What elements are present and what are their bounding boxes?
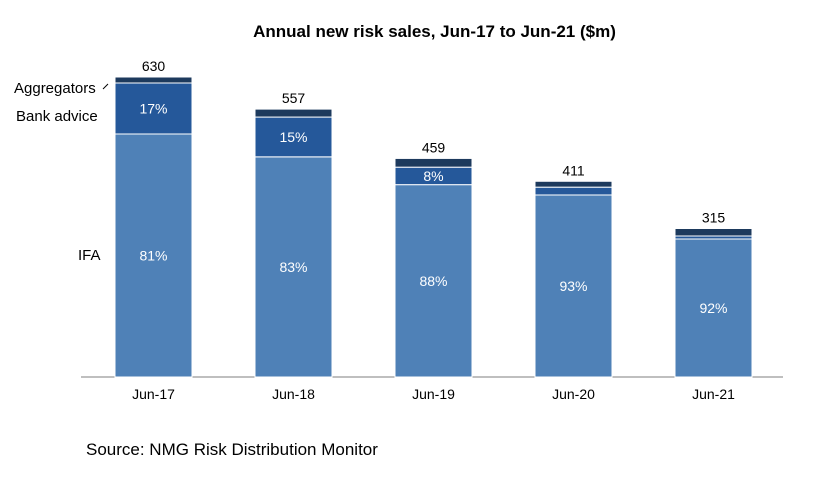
data-label-bank-advice-jun-19: 8% bbox=[423, 168, 443, 184]
series-label-aggregators: Aggregators bbox=[14, 80, 96, 97]
data-label-ifa-jun-19: 88% bbox=[419, 273, 447, 289]
total-label-jun-19: 459 bbox=[422, 139, 446, 155]
bar-aggregators-jun-18 bbox=[254, 108, 333, 118]
chart-title: Annual new risk sales, Jun-17 to Jun-21 … bbox=[253, 22, 616, 41]
total-label-jun-20: 411 bbox=[562, 162, 585, 178]
bar-aggregators-jun-21 bbox=[674, 228, 753, 237]
total-label-jun-17: 630 bbox=[142, 58, 166, 74]
x-tick-label-jun-20: Jun-20 bbox=[552, 386, 595, 402]
x-tick-label-jun-21: Jun-21 bbox=[692, 386, 735, 402]
bar-bank-advice-jun-18 bbox=[254, 116, 333, 158]
bar-ifa-jun-20 bbox=[534, 194, 613, 378]
bar-aggregators-jun-20 bbox=[534, 180, 613, 188]
bar-ifa-jun-19 bbox=[394, 184, 473, 378]
source-note: Source: NMG Risk Distribution Monitor bbox=[86, 440, 378, 459]
data-label-ifa-jun-18: 83% bbox=[279, 259, 307, 275]
bar-ifa-jun-17 bbox=[114, 133, 193, 378]
data-label-bank-advice-jun-17: 17% bbox=[139, 101, 167, 117]
total-label-jun-21: 315 bbox=[702, 210, 726, 226]
data-label-ifa-jun-17: 81% bbox=[139, 248, 167, 264]
series-label-ifa: IFA bbox=[78, 247, 101, 264]
data-label-bank-advice-jun-18: 15% bbox=[279, 129, 307, 145]
data-label-ifa-jun-20: 93% bbox=[559, 278, 587, 294]
x-tick-label-jun-17: Jun-17 bbox=[132, 386, 175, 402]
x-tick-label-jun-19: Jun-19 bbox=[412, 386, 455, 402]
total-label-jun-18: 557 bbox=[282, 90, 306, 106]
bar-bank-advice-jun-20 bbox=[534, 186, 613, 196]
bar-ifa-jun-21 bbox=[674, 238, 753, 378]
bar-bank-advice-jun-17 bbox=[114, 82, 193, 135]
series-label-bank-advice: Bank advice bbox=[16, 108, 98, 125]
bar-aggregators-jun-19 bbox=[394, 157, 473, 168]
data-label-ifa-jun-21: 92% bbox=[699, 300, 727, 316]
x-tick-label-jun-18: Jun-18 bbox=[272, 386, 315, 402]
bar-aggregators-jun-17 bbox=[114, 76, 193, 84]
bar-ifa-jun-18 bbox=[254, 156, 333, 378]
